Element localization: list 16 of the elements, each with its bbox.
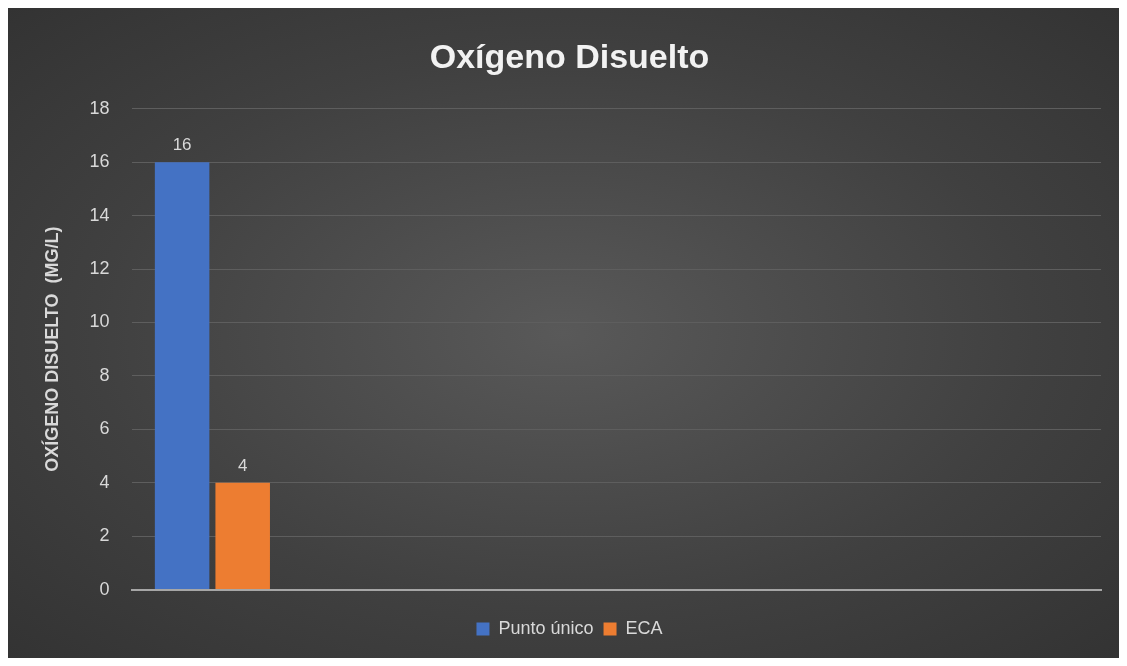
y-tick-label: 8 [99,364,110,385]
y-tick-label: 18 [89,97,110,118]
y-tick-label: 12 [89,258,110,279]
y-axis-title: OXÍGENO DISUELTO (MG/L) [40,226,62,472]
data-label: 4 [237,455,248,475]
y-tick-label: 0 [99,578,110,599]
y-tick-label: 16 [89,151,110,172]
y-tick-label: 14 [89,204,110,225]
y-tick-label: 2 [99,525,110,546]
y-tick-label: 6 [99,418,110,439]
legend-label: ECA [625,617,663,638]
legend-label: Punto único [498,617,594,638]
y-tick-label: 10 [89,311,110,332]
data-label: 16 [172,135,192,155]
y-tick-label: 4 [99,471,110,492]
chart-title: Oxígeno Disuelto [429,36,710,75]
